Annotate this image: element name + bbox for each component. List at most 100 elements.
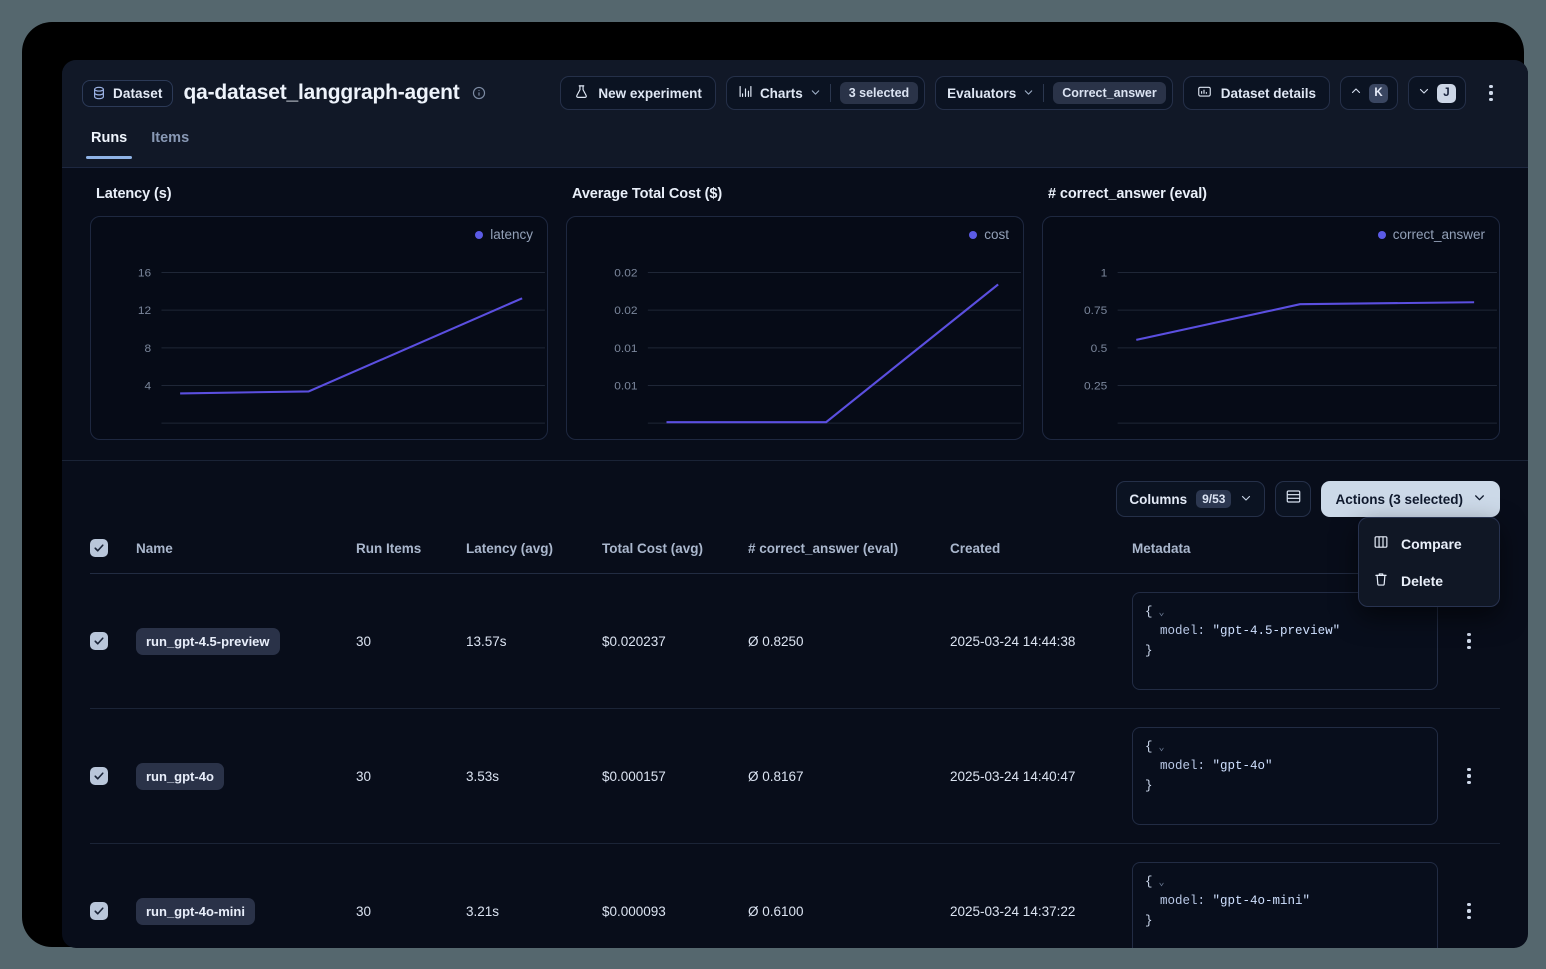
cell-row-actions	[1438, 844, 1500, 949]
actions-button[interactable]: Actions (3 selected)	[1321, 481, 1500, 517]
charts-control-group: Charts 3 selected	[725, 76, 926, 110]
cell-correct-answer: Ø 0.8250	[748, 573, 950, 709]
dropdown-item-label: Compare	[1401, 535, 1462, 552]
collapse-chevron-icon[interactable]: ⌄	[1152, 878, 1165, 889]
legend-dot-icon	[475, 230, 484, 239]
dropdown-item-delete[interactable]: Delete	[1359, 562, 1499, 599]
legend-label: correct_answer	[1392, 227, 1485, 242]
ytick-label: 0.02	[614, 304, 637, 317]
kebab-icon	[1467, 903, 1471, 919]
row-more-button[interactable]	[1438, 903, 1500, 919]
table-header-row: Name Run Items Latency (avg) Total Cost …	[90, 531, 1500, 574]
row-more-button[interactable]	[1438, 768, 1500, 784]
column-header-total-cost[interactable]: Total Cost (avg)	[602, 531, 748, 574]
dataset-details-button[interactable]: Dataset details	[1182, 76, 1330, 110]
y-axis-ticks: 16 12 8 4	[138, 267, 152, 393]
evaluators-dropdown[interactable]: Evaluators	[947, 86, 1034, 101]
table-row[interactable]: run_gpt-4.5-preview 30 13.57s $0.020237 …	[90, 573, 1500, 709]
series-line-correct-answer	[1136, 301, 1475, 341]
dropdown-item-label: Delete	[1401, 572, 1444, 589]
collapse-chevron-icon[interactable]: ⌄	[1152, 743, 1165, 754]
actions-label: Actions (3 selected)	[1335, 491, 1463, 507]
charts-dropdown[interactable]: Charts	[738, 84, 821, 102]
trash-icon	[1373, 571, 1389, 590]
divider	[1043, 84, 1045, 102]
chart-plot-latency[interactable]: latency 16 1	[90, 216, 548, 440]
row-checkbox[interactable]	[90, 767, 108, 785]
y-axis-ticks: 0.02 0.02 0.01 0.01	[614, 267, 637, 393]
page-title: qa-dataset_langgraph-agent	[183, 81, 460, 104]
row-checkbox[interactable]	[90, 632, 108, 650]
prev-run-button[interactable]: K	[1340, 76, 1398, 110]
columns-count-badge: 9/53	[1196, 490, 1232, 508]
ytick-label: 0.01	[614, 342, 637, 355]
legend-label: cost	[984, 227, 1009, 242]
gridlines	[647, 272, 1021, 424]
divider	[829, 84, 831, 102]
charts-selected-pill[interactable]: 3 selected	[839, 82, 919, 104]
collapse-chevron-icon[interactable]: ⌄	[1152, 608, 1165, 619]
gridlines	[161, 272, 545, 424]
chart-card-cost: Average Total Cost ($) cost	[566, 186, 1024, 440]
chart-plot-cost[interactable]: cost 0.02 0.	[566, 216, 1024, 440]
evaluator-pill[interactable]: Correct_answer	[1053, 82, 1166, 104]
chart-title: Average Total Cost ($)	[572, 186, 723, 202]
column-header-created[interactable]: Created	[950, 531, 1132, 574]
column-header-run-items[interactable]: Run Items	[356, 531, 466, 574]
cell-metadata: { ⌄ model: "gpt-4.5-preview" }	[1132, 573, 1438, 709]
table-row[interactable]: run_gpt-4o-mini 30 3.21s $0.000093 Ø 0.6…	[90, 844, 1500, 949]
row-select-cell	[90, 573, 136, 709]
run-name-chip[interactable]: run_gpt-4o	[136, 762, 224, 790]
info-icon[interactable]	[472, 86, 486, 100]
row-more-button[interactable]	[1438, 633, 1500, 649]
dropdown-item-compare[interactable]: Compare	[1359, 525, 1499, 562]
series-line-latency	[180, 297, 523, 395]
cell-correct-answer: Ø 0.6100	[748, 903, 804, 919]
cell-run-items: 30	[356, 573, 466, 709]
metadata-json-box[interactable]: { ⌄ model: "gpt-4o-mini" }	[1132, 862, 1438, 948]
metadata-json-box[interactable]: { ⌄ model: "gpt-4o" }	[1132, 727, 1438, 825]
cell-latency: 3.53s	[466, 708, 602, 844]
tab-items[interactable]: Items	[151, 130, 190, 146]
cell-total-cost: $0.020237	[602, 573, 748, 709]
column-header-latency[interactable]: Latency (avg)	[466, 531, 602, 574]
column-header-correct-answer[interactable]: # correct_answer (eval)	[748, 531, 950, 574]
row-height-button[interactable]	[1275, 481, 1312, 517]
ytick-label: 8	[144, 342, 151, 355]
legend-dot-icon	[969, 230, 978, 239]
cell-created: 2025-03-24 14:40:47	[950, 708, 1132, 844]
run-name-chip[interactable]: run_gpt-4.5-preview	[136, 627, 280, 655]
tab-runs[interactable]: Runs	[82, 126, 136, 159]
cell-row-actions	[1438, 708, 1500, 844]
legend-label: latency	[490, 227, 533, 242]
ytick-label: 0.75	[1084, 304, 1107, 317]
row-checkbox[interactable]	[90, 902, 108, 920]
metadata-json-box[interactable]: { ⌄ model: "gpt-4.5-preview" }	[1132, 592, 1438, 690]
columns-label: Columns	[1129, 491, 1188, 507]
chart-title: Latency (s)	[96, 186, 172, 202]
table-row[interactable]: run_gpt-4o 30 3.53s $0.000157 Ø 0.8167 2…	[90, 708, 1500, 844]
new-experiment-button[interactable]: New experiment	[560, 76, 716, 110]
charts-label: Charts	[759, 85, 803, 101]
rows-icon	[1285, 488, 1302, 510]
column-header-name[interactable]: Name	[136, 531, 356, 574]
chart-plot-correct-answer[interactable]: correct_answer 1	[1042, 216, 1500, 440]
cell-run-items: 30	[356, 708, 466, 844]
dataset-badge-label: Dataset	[113, 85, 163, 101]
columns-button[interactable]: Columns 9/53	[1116, 481, 1266, 517]
kebab-icon	[1467, 768, 1471, 784]
new-experiment-label: New experiment	[598, 85, 702, 101]
dataset-details-label: Dataset details	[1220, 85, 1316, 101]
header-more-button[interactable]	[1476, 76, 1506, 110]
select-all-checkbox[interactable]	[90, 539, 108, 557]
kebab-icon	[1489, 85, 1493, 101]
ytick-label: 0.01	[614, 380, 637, 393]
ytick-label: 0.5	[1091, 342, 1108, 355]
run-name-chip[interactable]: run_gpt-4o-mini	[136, 897, 255, 925]
dataset-details-icon	[1197, 84, 1212, 102]
cell-created: 2025-03-24 14:44:38	[950, 573, 1132, 709]
database-icon	[92, 86, 106, 100]
next-run-button[interactable]: J	[1408, 76, 1466, 110]
cell-correct-answer: Ø 0.8167	[748, 708, 950, 844]
dataset-badge[interactable]: Dataset	[82, 79, 174, 107]
